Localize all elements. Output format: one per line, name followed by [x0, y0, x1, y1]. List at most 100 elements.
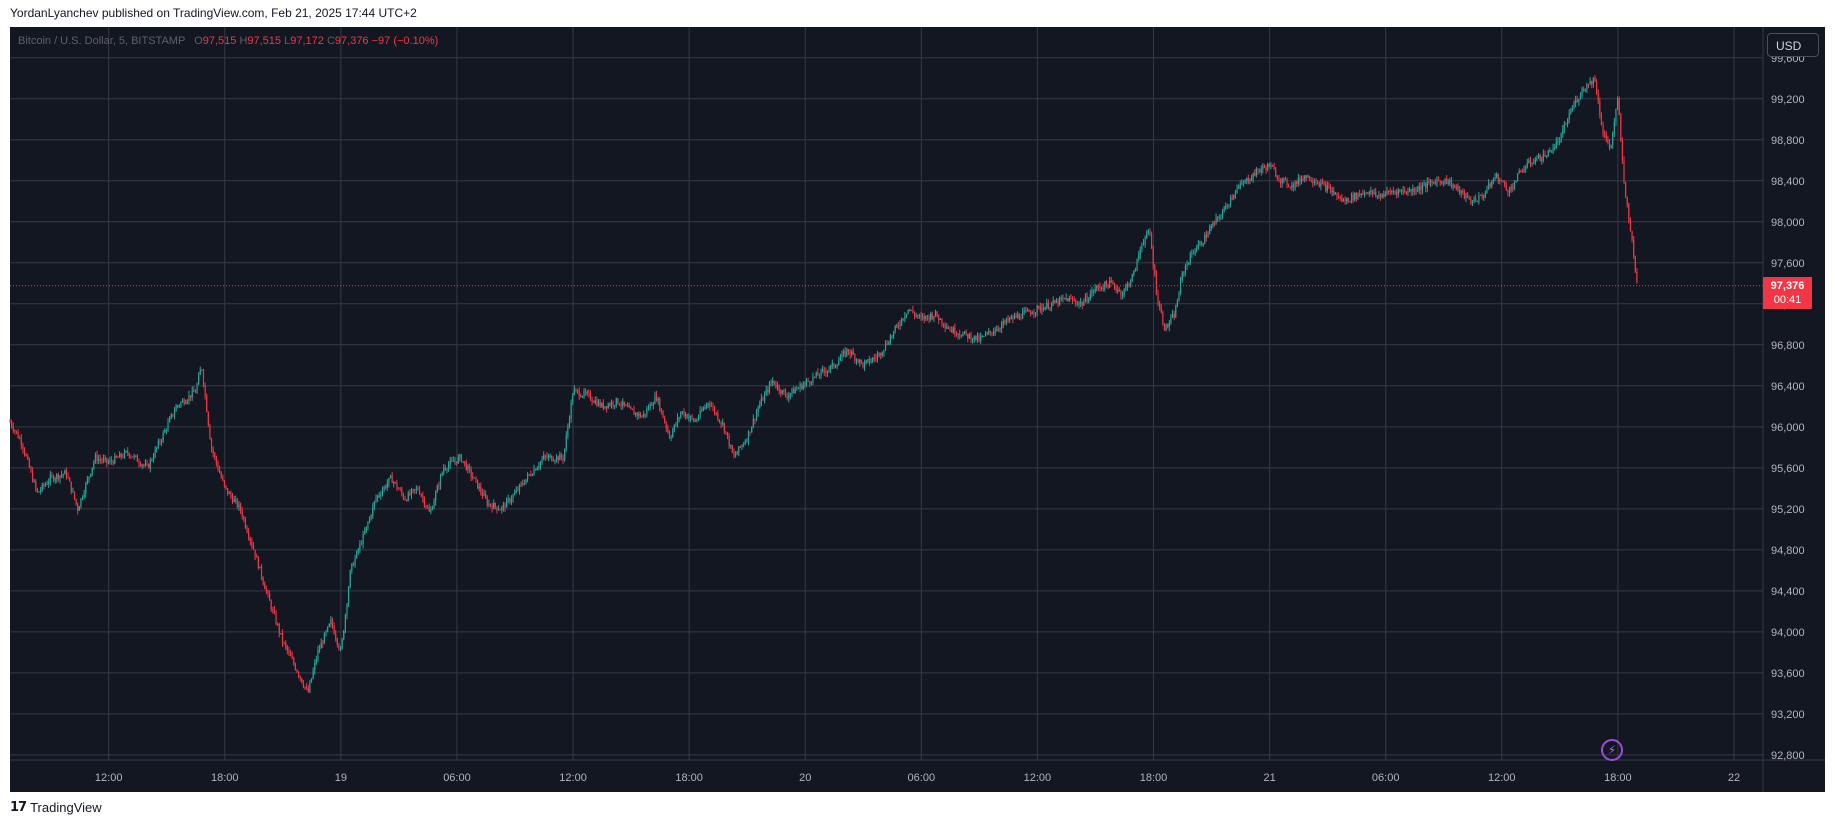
candle-body: [1234, 192, 1237, 195]
candle-body: [1350, 194, 1353, 202]
lightning-icon[interactable]: ⚡: [1601, 739, 1623, 761]
candle-body: [1447, 182, 1449, 184]
candle-body: [1096, 285, 1098, 289]
candle-body: [820, 369, 822, 376]
candle-body: [1228, 204, 1230, 207]
candle-body: [88, 476, 90, 479]
candle-body: [119, 453, 121, 458]
candle-body: [504, 504, 506, 508]
candle-body: [975, 335, 977, 341]
candle-body: [544, 455, 546, 457]
candle-body: [799, 384, 801, 389]
candle-body: [154, 449, 156, 458]
candle-body: [1568, 113, 1570, 120]
candle-body: [202, 369, 205, 385]
candle-body: [256, 556, 258, 558]
candle-body: [481, 492, 484, 496]
candle-body: [839, 358, 841, 362]
candle-body: [407, 492, 409, 501]
candle-body: [844, 351, 846, 356]
candle-body: [876, 355, 879, 359]
candle-body: [1192, 253, 1195, 255]
candle-body: [1155, 274, 1158, 294]
candle-body: [1013, 315, 1016, 319]
candle-body: [1534, 159, 1536, 163]
candle-body: [1288, 185, 1290, 187]
time-axis[interactable]: 12:00 18:00 19 06:00 12:00 18:00 20 06:00 12:00 1…: [95, 772, 1740, 784]
currency-button[interactable]: USD: [1767, 33, 1819, 57]
candle-body: [201, 369, 203, 371]
candle-body: [825, 371, 827, 373]
candle-body: [565, 435, 567, 449]
candle-body: [1555, 141, 1557, 148]
candle-body: [436, 485, 438, 493]
candle-body: [970, 334, 972, 341]
candle-body: [177, 405, 179, 407]
candle-body: [1023, 310, 1025, 313]
candle-body: [1331, 190, 1333, 193]
candle-body: [333, 625, 335, 634]
candle-body: [1200, 241, 1203, 246]
candle-body: [318, 648, 321, 650]
candle-body: [1473, 198, 1475, 203]
candle-body: [1516, 173, 1519, 181]
candle-body: [1278, 178, 1280, 180]
candle-body: [1062, 297, 1064, 300]
tradingview-footer[interactable]: 17 TradingView: [10, 800, 102, 815]
candle-body: [1594, 77, 1596, 82]
candle-body: [449, 460, 451, 465]
candle-body: [1467, 194, 1469, 198]
candle-body: [423, 498, 425, 506]
candle-body: [547, 456, 550, 458]
y-tick-label: 98,800: [1771, 135, 1805, 147]
candle-body: [1499, 179, 1501, 182]
candle-body: [1376, 195, 1378, 197]
candle-body: [1059, 297, 1061, 305]
candle-body: [259, 566, 261, 569]
candle-body: [1370, 190, 1372, 193]
candle-body: [822, 369, 824, 371]
candle-body: [1308, 175, 1311, 181]
candle-body: [870, 361, 872, 363]
candle-body: [1581, 88, 1583, 96]
candle-body: [1536, 158, 1538, 160]
y-tick-label: 98,000: [1771, 217, 1805, 229]
candle-body: [1492, 179, 1495, 182]
candle-body: [846, 349, 848, 356]
candle-body: [920, 315, 922, 318]
candle-body: [1055, 300, 1058, 303]
y-tick-label: 94,400: [1771, 586, 1805, 598]
candle-body: [144, 463, 147, 466]
candle-body: [923, 316, 925, 320]
candle-body: [1034, 312, 1037, 314]
candle-body: [1631, 231, 1633, 240]
candle-body: [1209, 228, 1211, 234]
x-tick-label: 12:00: [1488, 772, 1516, 784]
candle-body: [1173, 314, 1175, 318]
candle-body: [597, 401, 600, 406]
candle-body: [626, 405, 629, 407]
candle-body: [834, 366, 837, 368]
candle-body: [668, 431, 671, 439]
candle-body: [1012, 316, 1014, 319]
candle-body: [1218, 216, 1220, 218]
candle-body: [1047, 302, 1049, 309]
candle-body: [1526, 162, 1528, 168]
candle-body: [657, 398, 659, 401]
candle-body: [1210, 225, 1212, 229]
x-tick-label: 21: [1263, 772, 1275, 784]
candle-body: [988, 331, 990, 333]
y-tick-label: 98,400: [1771, 176, 1805, 188]
candle-body: [438, 485, 440, 487]
candle-body: [918, 315, 920, 317]
candle-body: [107, 462, 109, 464]
candle-body: [280, 633, 282, 635]
candle-body: [1465, 194, 1467, 199]
candle-body: [241, 510, 243, 518]
candle-body: [81, 497, 84, 499]
candle-body: [784, 392, 787, 397]
candle-body: [454, 461, 456, 463]
candle-body: [110, 460, 113, 462]
candle-body: [1484, 192, 1486, 197]
